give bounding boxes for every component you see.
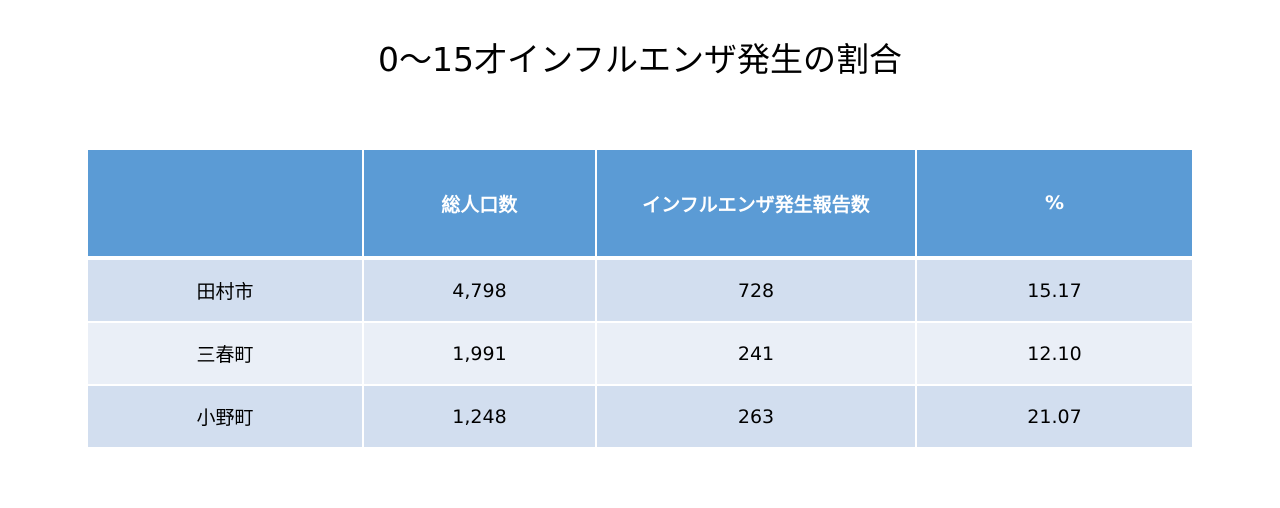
percent-cell: 12.10 [915, 322, 1192, 386]
page-title: 0～15才インフルエンザ発生の割合 [378, 40, 902, 79]
header-influenza-reports: インフルエンザ発生報告数 [595, 150, 917, 260]
influenza-table: 総人口数 インフルエンザ発生報告数 % 田村市 4,798 728 15.17 … [88, 150, 1192, 447]
population-cell: 1,991 [362, 322, 597, 386]
population-cell: 1,248 [362, 385, 597, 447]
reports-cell: 241 [595, 322, 917, 386]
municipality-cell: 小野町 [88, 385, 364, 447]
table-row: 田村市 4,798 728 15.17 [88, 258, 1192, 323]
header-blank-cell [88, 150, 364, 260]
municipality-cell: 田村市 [88, 258, 364, 323]
reports-cell: 263 [595, 385, 917, 447]
percent-cell: 15.17 [915, 258, 1192, 323]
table-row: 三春町 1,991 241 12.10 [88, 322, 1192, 386]
population-cell: 4,798 [362, 258, 597, 323]
header-total-population: 総人口数 [362, 150, 597, 260]
municipality-cell: 三春町 [88, 322, 364, 386]
table-row: 小野町 1,248 263 21.07 [88, 385, 1192, 447]
reports-cell: 728 [595, 258, 917, 323]
table-header-row: 総人口数 インフルエンザ発生報告数 % [88, 150, 1192, 260]
header-percent: % [915, 150, 1192, 260]
percent-cell: 21.07 [915, 385, 1192, 447]
